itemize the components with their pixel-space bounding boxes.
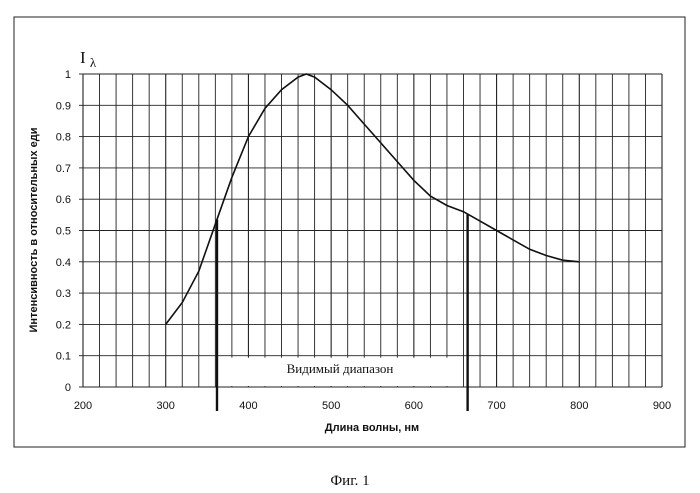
y-tick-label: 1: [65, 69, 71, 81]
x-axis-title: Длина волны, нм: [325, 422, 419, 434]
visible-band-label: Видимый диапазон: [287, 361, 394, 376]
grid-lines: [79, 74, 662, 387]
x-tick-label: 300: [157, 400, 175, 412]
y-tick-label: 0.2: [56, 319, 71, 331]
x-tick-label: 500: [322, 400, 340, 412]
y-unit-symbol-sub: λ: [90, 55, 97, 70]
y-tick-label: 0.1: [56, 351, 71, 363]
x-tick-label: 900: [653, 400, 671, 412]
figure-caption: Фиг. 1: [330, 473, 369, 489]
x-tick-label: 700: [487, 400, 505, 412]
y-tick-labels: 0 0.1 0.2 0.3 0.4 0.5 0.6 0.7 0.8 0.9 1: [56, 69, 71, 394]
x-tick-labels: 200 300 400 500 600 700 800 900: [74, 400, 671, 412]
x-tick-label: 600: [405, 400, 423, 412]
y-tick-label: 0.3: [56, 288, 71, 300]
y-unit-symbol: I λ: [80, 48, 97, 70]
y-axis-title: Интенсивность в относительных еди: [28, 128, 40, 333]
y-tick-label: 0.4: [56, 257, 71, 269]
y-tick-label: 0: [65, 382, 71, 394]
x-tick-label: 800: [570, 400, 588, 412]
y-tick-label: 0.5: [56, 226, 71, 238]
y-tick-label: 0.9: [56, 100, 71, 112]
y-tick-label: 0.8: [56, 132, 71, 144]
y-tick-label: 0.7: [56, 163, 71, 175]
x-tick-label: 400: [239, 400, 257, 412]
y-unit-symbol-main: I: [80, 48, 86, 67]
y-tick-label: 0.6: [56, 194, 71, 206]
x-tick-label: 200: [74, 400, 92, 412]
